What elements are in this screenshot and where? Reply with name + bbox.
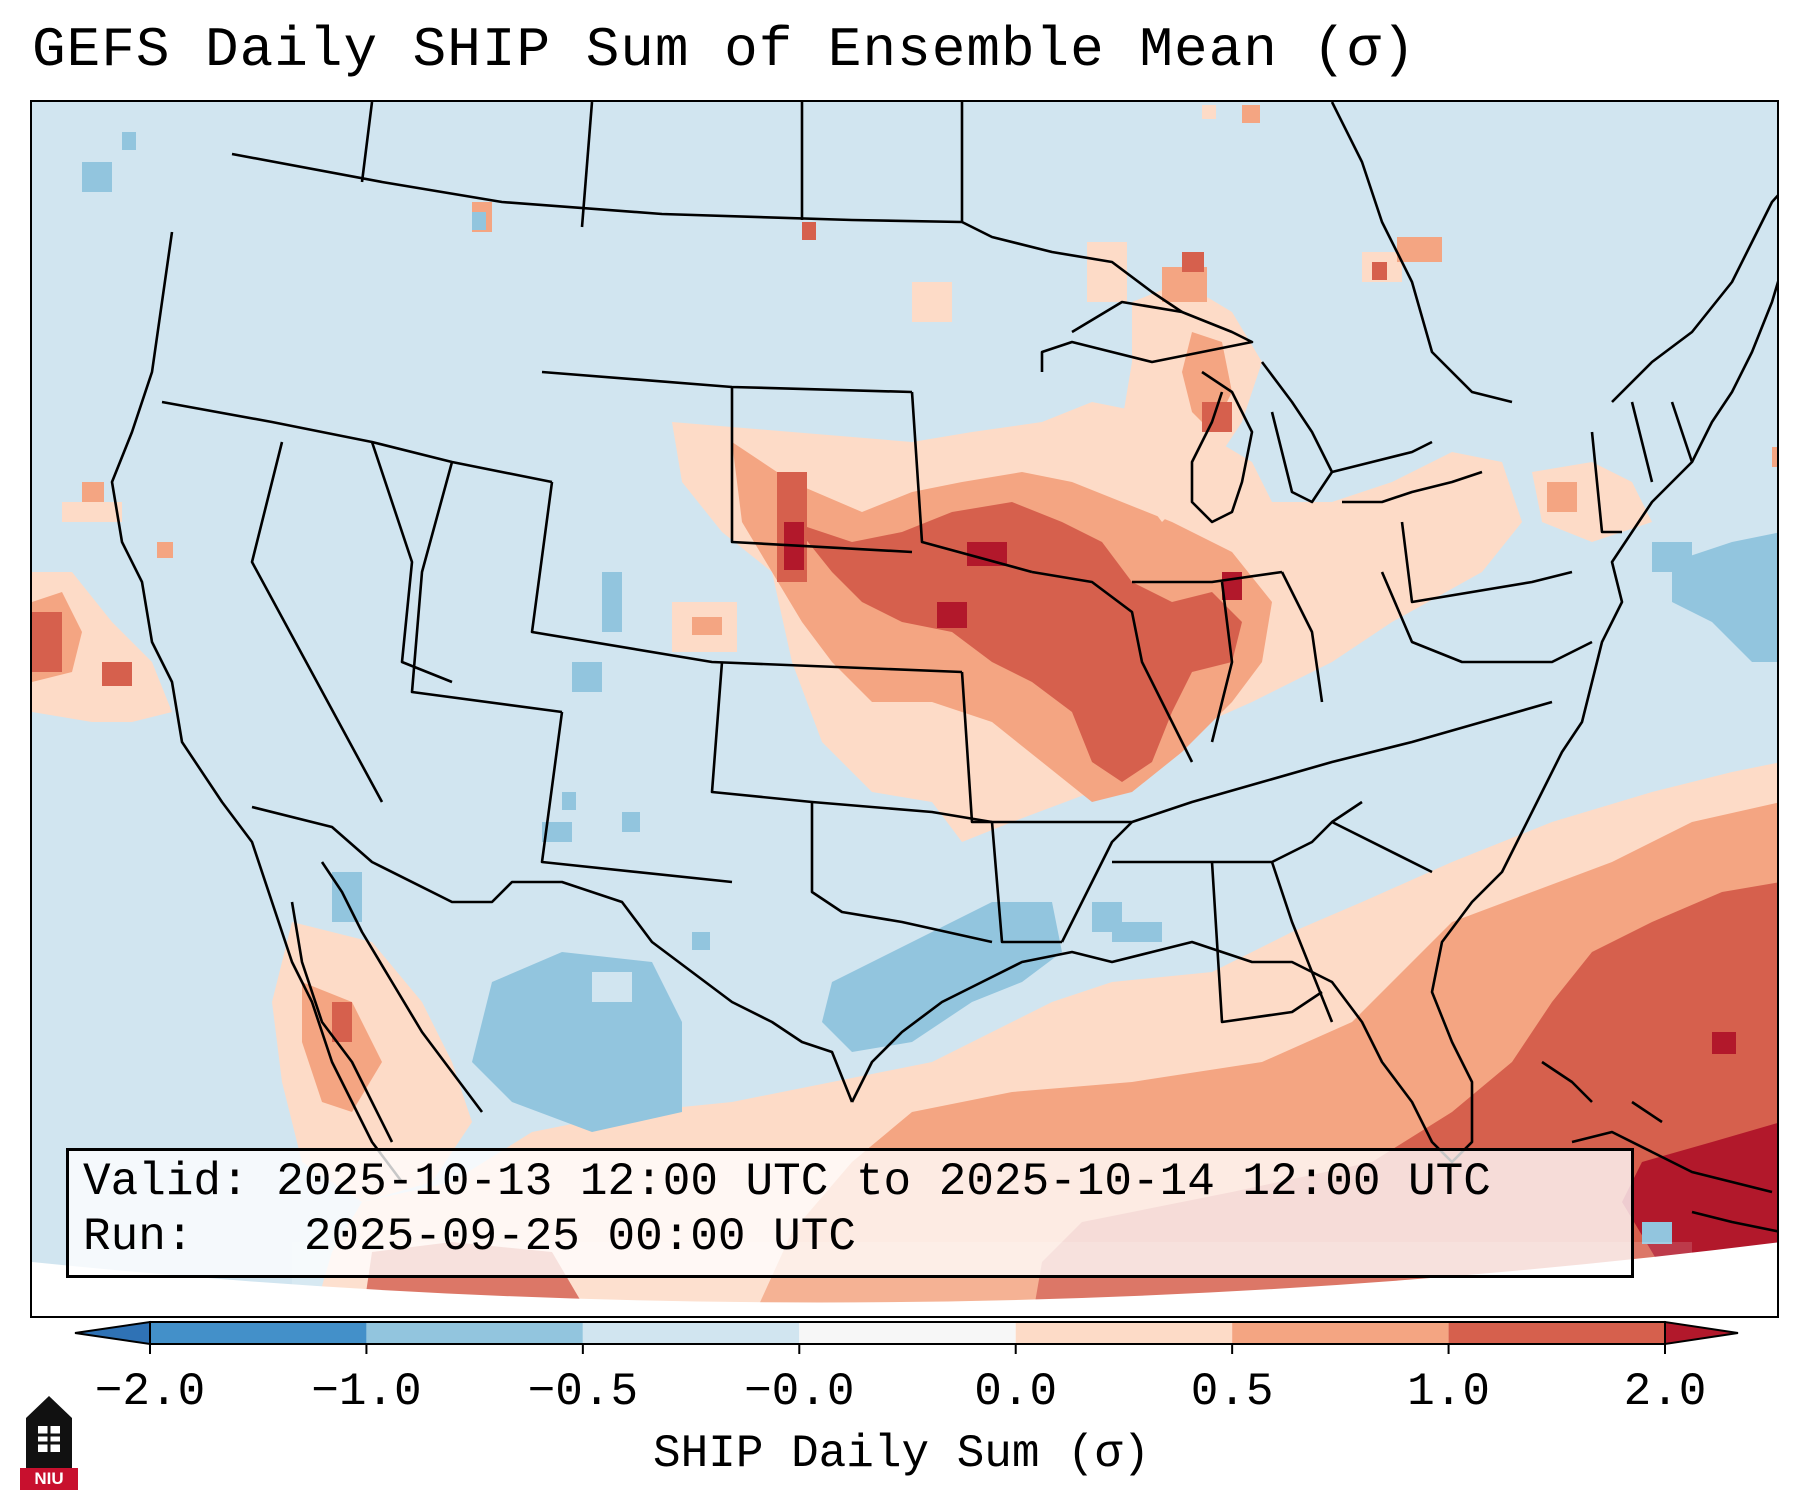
map-svg: [32, 102, 1777, 1316]
colorbar-bin: [582, 1322, 800, 1344]
colorbar-tick-label: −0.0: [744, 1366, 855, 1418]
colorbar-tick-label: 0.0: [974, 1366, 1058, 1418]
colorbar-outline: [149, 1321, 1666, 1345]
negative-anomaly-field: [82, 132, 1777, 1244]
colorbar-extend-high: [1664, 1320, 1739, 1346]
logo-text: NIU: [20, 1468, 78, 1490]
colorbar-bin: [1232, 1322, 1449, 1344]
map-panel: [30, 100, 1779, 1318]
colorbar: [74, 1320, 1739, 1354]
run-value: 2025-09-25 00:00 UTC: [303, 1211, 856, 1263]
info-box: Valid: 2025-10-13 12:00 UTC to 2025-10-1…: [66, 1148, 1634, 1278]
colorbar-tick-label: 1.0: [1407, 1366, 1490, 1418]
colorbar-bin: [1015, 1322, 1233, 1344]
chart-title: GEFS Daily SHIP Sum of Ensemble Mean (σ): [32, 18, 1417, 82]
colorbar-label: SHIP Daily Sum (σ): [653, 1428, 1150, 1480]
colorbar-bin: [1448, 1322, 1665, 1344]
colorbar-tick-label: −1.0: [311, 1366, 422, 1418]
niu-logo: NIU: [20, 1392, 78, 1490]
colorbar-tick-label: −0.5: [527, 1366, 639, 1418]
tower-icon: [20, 1392, 78, 1468]
colorbar-tick-label: −2.0: [94, 1366, 206, 1418]
valid-label: Valid:: [83, 1156, 249, 1208]
colorbar-tick-label: 0.5: [1190, 1366, 1274, 1418]
boundaries: [110, 102, 1777, 1233]
colorbar-extend-low: [74, 1320, 151, 1346]
colorbar-bin: [799, 1322, 1016, 1344]
run-label: Run:: [83, 1211, 194, 1263]
colorbar-bin: [150, 1322, 367, 1344]
projection-edge: [32, 1242, 1777, 1316]
colorbar-bin: [366, 1322, 583, 1344]
colorbar-tick-label: 2.0: [1623, 1366, 1707, 1418]
valid-value: 2025-10-13 12:00 UTC to 2025-10-14 12:00…: [276, 1156, 1491, 1208]
